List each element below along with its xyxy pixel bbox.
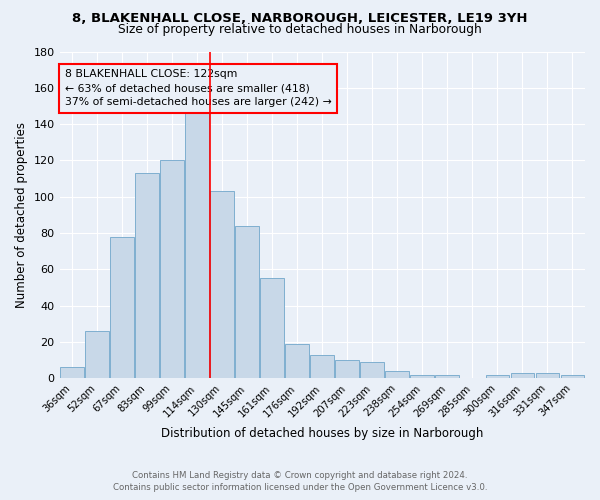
X-axis label: Distribution of detached houses by size in Narborough: Distribution of detached houses by size … xyxy=(161,427,484,440)
Y-axis label: Number of detached properties: Number of detached properties xyxy=(15,122,28,308)
Bar xyxy=(260,278,284,378)
Bar xyxy=(210,191,234,378)
Bar xyxy=(410,374,434,378)
Bar xyxy=(560,374,584,378)
Text: 8, BLAKENHALL CLOSE, NARBOROUGH, LEICESTER, LE19 3YH: 8, BLAKENHALL CLOSE, NARBOROUGH, LEICEST… xyxy=(72,12,528,26)
Bar xyxy=(85,331,109,378)
Bar xyxy=(60,368,84,378)
Text: Size of property relative to detached houses in Narborough: Size of property relative to detached ho… xyxy=(118,22,482,36)
Bar xyxy=(286,344,309,378)
Bar xyxy=(536,372,559,378)
Bar xyxy=(310,354,334,378)
Bar xyxy=(385,371,409,378)
Bar xyxy=(485,374,509,378)
Bar xyxy=(160,160,184,378)
Bar xyxy=(135,173,159,378)
Bar xyxy=(361,362,384,378)
Bar xyxy=(110,236,134,378)
Bar xyxy=(235,226,259,378)
Bar xyxy=(185,113,209,378)
Bar xyxy=(335,360,359,378)
Text: Contains HM Land Registry data © Crown copyright and database right 2024.
Contai: Contains HM Land Registry data © Crown c… xyxy=(113,471,487,492)
Bar xyxy=(511,372,535,378)
Bar xyxy=(436,374,459,378)
Text: 8 BLAKENHALL CLOSE: 122sqm
← 63% of detached houses are smaller (418)
37% of sem: 8 BLAKENHALL CLOSE: 122sqm ← 63% of deta… xyxy=(65,70,332,108)
